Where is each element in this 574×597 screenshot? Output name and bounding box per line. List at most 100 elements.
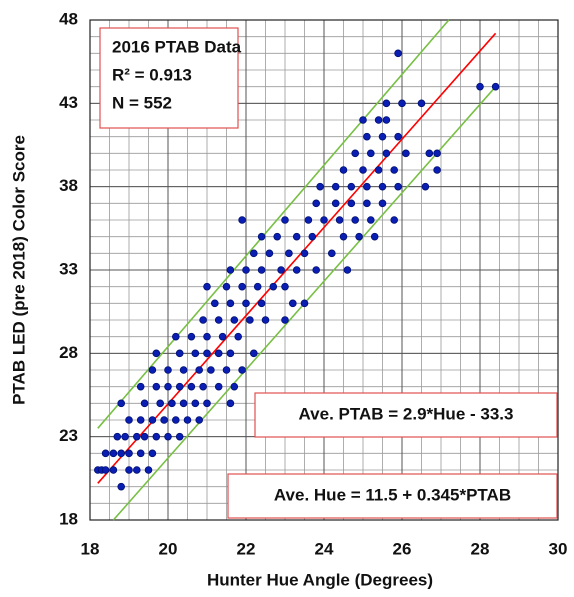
data-point: [226, 266, 235, 274]
x-tick-label: 22: [237, 539, 256, 558]
data-point: [351, 216, 360, 224]
data-point: [304, 216, 313, 224]
data-point: [148, 416, 157, 424]
data-point: [253, 282, 262, 291]
x-tick-label: 26: [393, 539, 412, 558]
data-point: [292, 266, 301, 274]
data-point: [230, 316, 239, 324]
annotation-box: [99, 27, 239, 129]
data-point: [187, 332, 196, 341]
data-point: [359, 116, 367, 124]
data-point: [378, 199, 387, 208]
annotation-text: Ave. PTAB = 2.9*Hue - 33.3: [299, 404, 514, 423]
data-point: [421, 182, 430, 191]
annotation-text: 2016 PTAB Data: [112, 37, 242, 56]
data-point: [121, 432, 129, 441]
data-point: [133, 466, 141, 474]
data-point: [269, 282, 278, 291]
data-point: [250, 349, 258, 358]
data-point: [109, 466, 118, 474]
data-point: [203, 282, 211, 291]
data-point: [285, 249, 293, 258]
data-point: [257, 266, 266, 274]
data-point: [257, 232, 266, 241]
data-point: [203, 332, 211, 341]
data-point: [273, 232, 282, 241]
data-point: [179, 366, 188, 374]
data-point: [109, 449, 118, 458]
x-tick-label: 24: [315, 539, 334, 558]
data-point: [394, 132, 402, 141]
data-point: [140, 432, 149, 441]
data-point: [327, 249, 336, 258]
data-point: [211, 299, 219, 308]
data-point: [101, 466, 110, 474]
data-point: [355, 232, 363, 241]
data-point: [242, 266, 250, 274]
data-point: [257, 299, 266, 308]
data-point: [226, 299, 235, 308]
data-point: [250, 249, 258, 258]
data-point: [366, 149, 375, 158]
trend-line: [97, 19, 450, 429]
x-tick-label: 30: [549, 539, 568, 558]
data-point: [203, 349, 211, 358]
data-point: [113, 432, 122, 441]
data-point: [226, 349, 235, 358]
y-tick-label: 38: [59, 176, 78, 195]
data-point: [101, 449, 110, 458]
data-point: [288, 299, 297, 308]
data-point: [382, 99, 391, 108]
data-point: [281, 216, 289, 224]
data-point: [265, 249, 274, 258]
plot-frame: [89, 19, 559, 521]
y-axis-title: PTAB LED (pre 2018) Color Score: [9, 135, 28, 405]
data-point: [187, 382, 196, 391]
data-point: [312, 266, 321, 274]
data-point: [125, 416, 133, 424]
data-point: [214, 349, 223, 358]
data-point: [226, 399, 235, 408]
data-point: [320, 216, 328, 224]
data-point: [183, 416, 192, 424]
data-point: [156, 399, 165, 408]
data-point: [238, 216, 246, 224]
data-point: [363, 132, 371, 141]
data-point: [175, 382, 184, 391]
data-point: [394, 49, 402, 58]
data-point: [370, 232, 379, 241]
data-point: [195, 366, 204, 374]
data-point: [363, 182, 371, 191]
data-point: [300, 299, 309, 308]
data-point: [281, 282, 289, 291]
data-point: [168, 399, 176, 408]
data-point: [347, 182, 356, 191]
data-point: [199, 316, 207, 324]
data-point: [425, 149, 434, 158]
data-point: [203, 399, 211, 408]
data-point: [152, 349, 161, 358]
data-point: [191, 399, 200, 408]
data-point: [398, 99, 406, 108]
data-point: [300, 249, 309, 258]
data-point: [144, 466, 153, 474]
data-point: [218, 332, 227, 341]
y-tick-label: 18: [59, 509, 78, 528]
data-point: [207, 366, 215, 374]
y-tick-label: 23: [59, 426, 78, 445]
data-point: [363, 199, 371, 208]
data-point: [394, 182, 402, 191]
annotation-box: [254, 392, 558, 438]
data-point: [172, 416, 180, 424]
data-point: [238, 282, 246, 291]
data-point: [136, 449, 145, 458]
data-point: [281, 316, 289, 324]
data-point: [347, 199, 356, 208]
data-point: [179, 399, 188, 408]
data-point: [308, 232, 317, 241]
data-point: [234, 332, 243, 341]
data-point: [230, 382, 239, 391]
data-point: [222, 282, 231, 291]
data-point: [164, 366, 172, 374]
